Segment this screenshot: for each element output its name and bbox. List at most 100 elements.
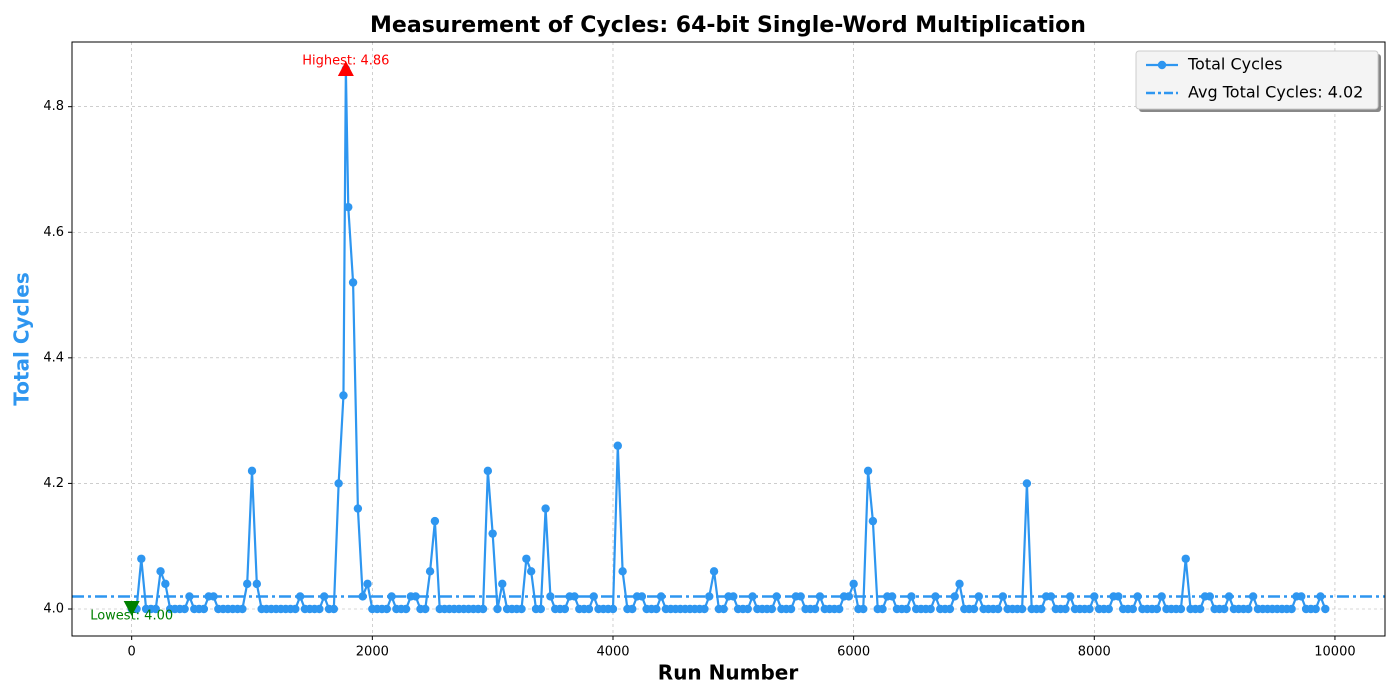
data-point [1085,604,1094,614]
data-point [767,604,777,614]
annotation-text: Lowest: 4.00 [90,609,173,624]
annotation-marker [337,61,354,76]
chart-title: Measurement of Cycles: 64-bit Single-Wor… [370,13,1086,38]
x-tick-label: 2000 [356,645,389,660]
y-axis-label: Total Cycles [10,272,34,406]
legend-box [1135,50,1379,110]
y-tick-label: 4.0 [43,602,64,617]
data-point [1046,592,1056,601]
x-tick-label: 6000 [837,645,870,660]
data-point [320,592,329,601]
data-point [488,529,497,538]
data-point [430,516,440,526]
data-point [339,391,348,400]
data-point [536,604,545,614]
plot-frame [71,41,1386,637]
data-point [498,579,507,589]
data-point [363,579,372,589]
data-point [926,604,935,614]
data-point [1152,604,1162,614]
data-point [584,604,594,614]
data-point [628,604,637,614]
data-point [993,604,1003,614]
data-point [810,604,820,614]
x-tick-label: 4000 [596,645,629,660]
data-point [772,592,781,601]
data-point [161,579,170,589]
data-point [613,441,622,450]
data-point [156,567,165,576]
data-point [483,466,493,476]
data-point [541,504,550,513]
data-point [247,466,257,476]
data-point [743,604,752,614]
data-point [1037,604,1046,614]
x-tick-label: 8000 [1078,645,1111,660]
data-point [796,592,805,601]
data-point [835,604,844,614]
data-point [180,604,189,614]
data-point [1321,604,1330,614]
data-point [849,579,858,589]
data-point [863,466,873,476]
legend-swatch-marker [1157,60,1167,70]
data-point [748,592,757,601]
data-point [1022,479,1032,488]
data-point [387,592,396,601]
data-point [291,604,300,614]
data-point [868,516,878,526]
data-point [1244,604,1253,614]
data-point [344,202,353,212]
data-point [700,604,709,614]
data-point [656,592,666,601]
data-point [522,554,531,563]
x-tick-label: 10000 [1314,645,1355,660]
data-point [137,554,146,563]
data-point [315,604,324,614]
data-point [570,592,579,601]
data-point [1311,604,1320,614]
data-point [358,592,367,601]
data-point [1195,604,1205,614]
data-point [353,504,363,513]
data-point [618,567,627,576]
data-point [1017,604,1027,614]
data-point [493,604,502,614]
annotation-marker [123,601,140,616]
data-point [709,567,719,576]
x-tick-label: 0 [128,645,136,660]
data-point [334,479,343,488]
data-point [1181,554,1190,563]
data-point [1287,604,1296,614]
data-point [199,604,209,614]
data-point [425,567,435,576]
data-point [1104,604,1113,614]
legend-label: Avg Total Cycles: 4.02 [1188,83,1363,102]
y-tick-label: 4.8 [43,99,64,114]
data-point [478,604,488,614]
x-axis-label: Run Number [658,661,799,685]
annotation-text: Highest: 4.86 [302,54,389,69]
data-point [382,604,391,614]
data-point [589,592,598,601]
data-point [859,604,868,614]
data-point [931,592,940,601]
data-point [421,604,430,614]
data-point [401,604,411,614]
data-point [238,604,247,614]
data-point [560,604,570,614]
data-point [608,604,618,614]
y-tick-label: 4.2 [43,476,64,491]
data-point [1128,604,1137,614]
data-point [969,604,979,614]
data-point [887,592,897,601]
data-point [411,592,420,601]
data-point [719,604,728,614]
data-point [295,592,305,601]
data-point [151,604,160,614]
data-point [1220,604,1229,614]
data-point [242,579,252,589]
y-tick-label: 4.6 [43,225,64,240]
data-line [131,68,1327,611]
